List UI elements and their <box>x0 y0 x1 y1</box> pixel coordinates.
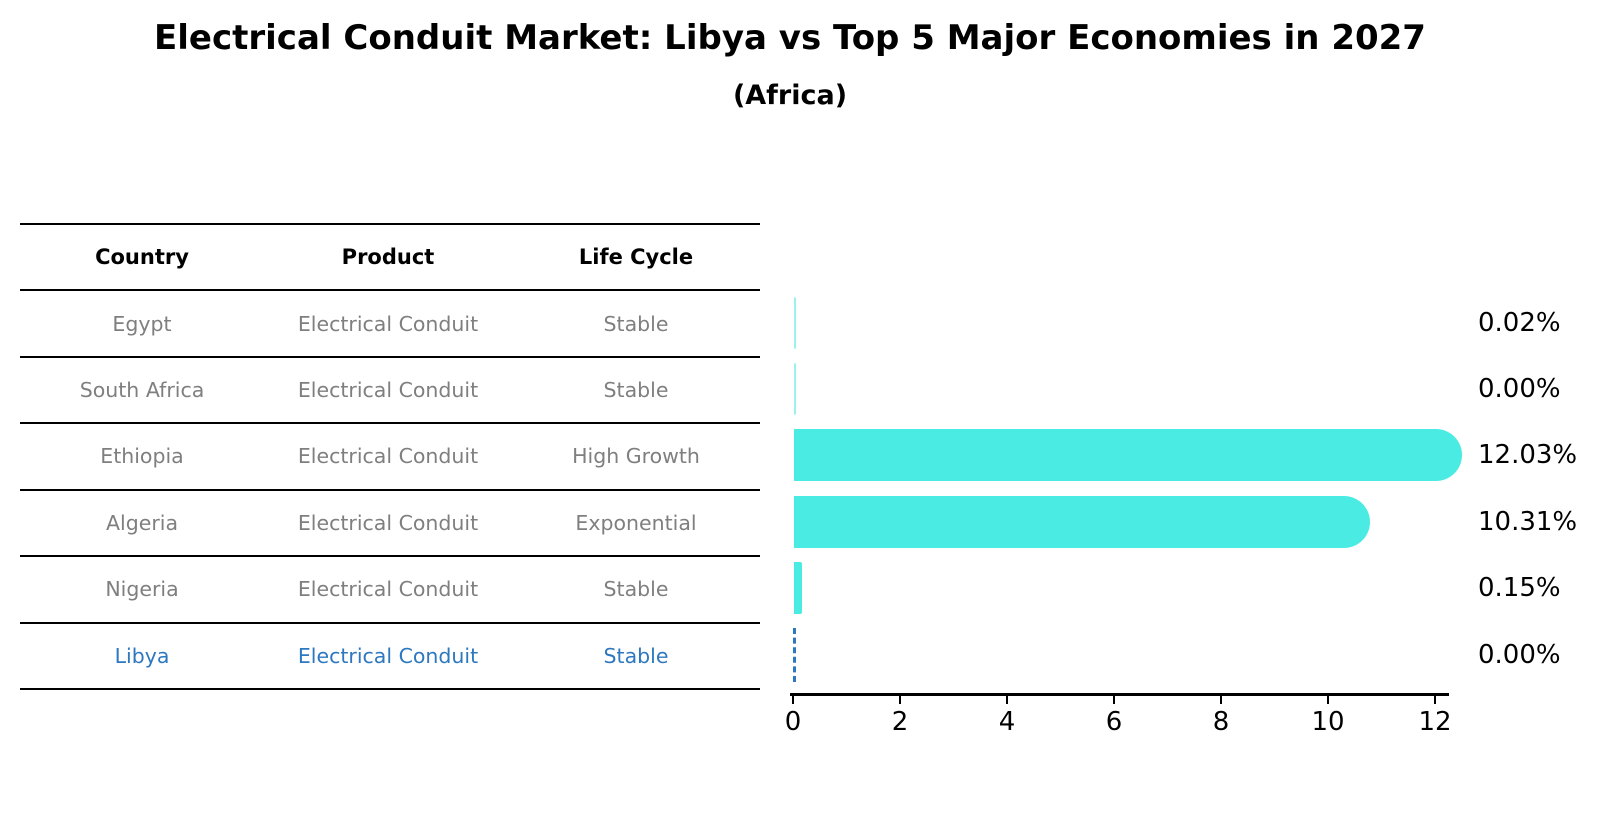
x-tick-6 <box>1113 695 1115 704</box>
cell-life-cycle: High Growth <box>572 444 700 469</box>
chart-title: Electrical Conduit Market: Libya vs Top … <box>154 18 1426 58</box>
x-tick-0 <box>792 695 794 704</box>
x-tick-label-2: 2 <box>891 707 909 737</box>
table-row-ethiopia: Ethiopia Electrical Conduit High Growth <box>20 422 760 488</box>
cell-product: Electrical Conduit <box>297 311 479 336</box>
value-label-egypt: 0.02% <box>1478 307 1561 338</box>
bar-libya-dashed-marker <box>793 627 796 682</box>
cell-country: South Africa <box>79 378 205 403</box>
bar-south-africa <box>794 362 796 415</box>
cell-product: Electrical Conduit <box>297 444 479 469</box>
cell-product: Electrical Conduit <box>297 577 479 602</box>
cell-country: Algeria <box>105 510 179 535</box>
x-tick-4 <box>1006 695 1008 704</box>
value-label-libya: 0.00% <box>1478 639 1561 670</box>
header-country: Country <box>95 245 189 270</box>
data-table: Country Product Life Cycle Egypt Electric… <box>20 223 760 690</box>
x-tick-label-12: 12 <box>1418 707 1452 737</box>
bar-nigeria <box>794 562 803 615</box>
table-header-row: Country Product Life Cycle <box>20 223 760 289</box>
header-life-cycle: Life Cycle <box>578 245 694 270</box>
cell-life-cycle: Stable <box>603 577 669 602</box>
x-axis-line <box>790 693 1449 696</box>
x-tick-label-10: 10 <box>1311 707 1345 737</box>
table-row-nigeria: Nigeria Electrical Conduit Stable <box>20 555 760 621</box>
x-tick-label-0: 0 <box>784 707 802 737</box>
table-row-egypt: Egypt Electrical Conduit Stable <box>20 289 760 355</box>
chart-subtitle: (Africa) <box>732 80 848 111</box>
table-row-algeria: Algeria Electrical Conduit Exponential <box>20 488 760 555</box>
cell-life-cycle: Stable <box>603 378 669 403</box>
x-tick-label-4: 4 <box>998 707 1016 737</box>
x-tick-2 <box>899 695 901 704</box>
x-tick-12 <box>1434 695 1436 704</box>
bar-ethiopia <box>794 429 1462 482</box>
cell-life-cycle: Exponential <box>575 510 697 535</box>
cell-country: Libya <box>114 643 170 668</box>
x-tick-10 <box>1327 695 1329 704</box>
header-product: Product <box>341 245 435 270</box>
value-label-ethiopia: 12.03% <box>1478 440 1578 471</box>
table-row-libya: Libya Electrical Conduit Stable <box>20 621 760 688</box>
cell-life-cycle: Stable <box>603 311 669 336</box>
x-tick-8 <box>1220 695 1222 704</box>
cell-country: Ethiopia <box>100 444 184 469</box>
value-label-algeria: 10.31% <box>1478 506 1578 537</box>
cell-product: Electrical Conduit <box>297 510 479 535</box>
x-tick-label-8: 8 <box>1212 707 1230 737</box>
cell-life-cycle: Stable <box>603 643 669 668</box>
bar-algeria <box>794 495 1370 548</box>
cell-country: Nigeria <box>105 577 179 602</box>
x-tick-label-6: 6 <box>1105 707 1123 737</box>
cell-country: Egypt <box>112 311 172 336</box>
value-label-south-africa: 0.00% <box>1478 373 1561 404</box>
cell-product: Electrical Conduit <box>297 378 479 403</box>
table-row-south-africa: South Africa Electrical Conduit Stable <box>20 355 760 422</box>
cell-product: Electrical Conduit <box>297 643 479 668</box>
value-label-nigeria: 0.15% <box>1478 573 1561 604</box>
bar-egypt <box>794 296 796 349</box>
